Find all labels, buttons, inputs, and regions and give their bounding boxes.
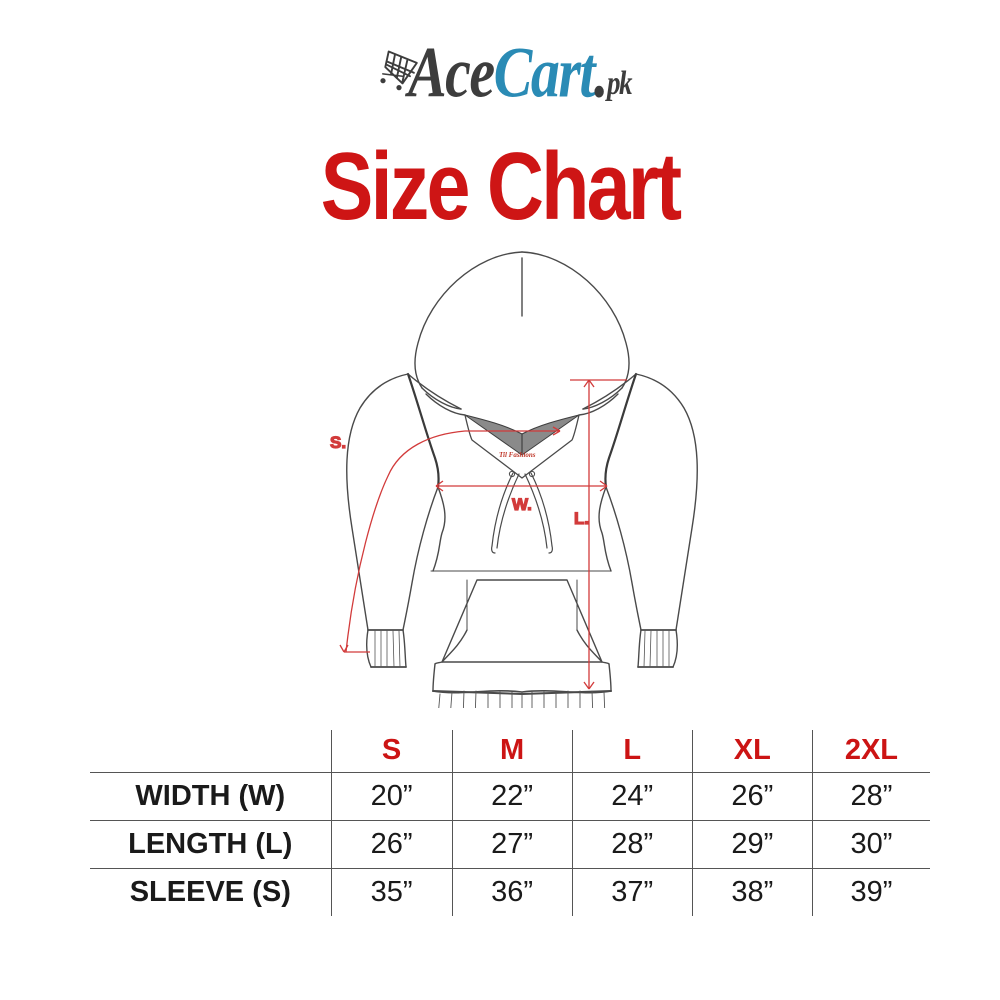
svg-text:W.: W. xyxy=(512,495,532,514)
svg-text:S.: S. xyxy=(330,433,346,452)
svg-text:Til Fashions: Til Fashions xyxy=(499,451,536,459)
svg-text:L.: L. xyxy=(574,509,589,528)
